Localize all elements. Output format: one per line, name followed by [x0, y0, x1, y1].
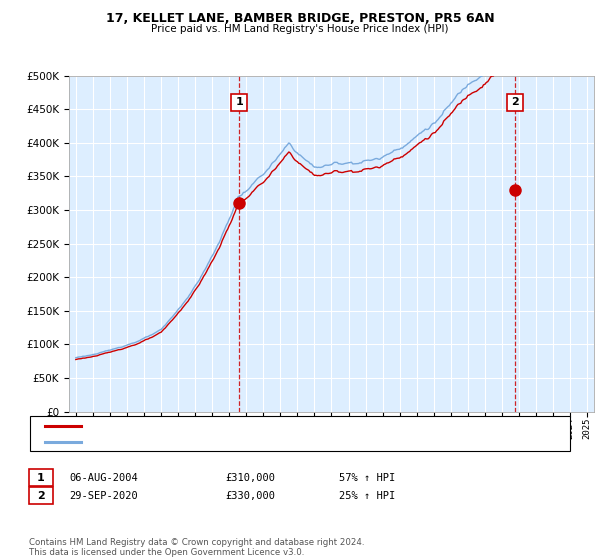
- Text: £310,000: £310,000: [225, 473, 275, 483]
- Text: Price paid vs. HM Land Registry's House Price Index (HPI): Price paid vs. HM Land Registry's House …: [151, 24, 449, 34]
- Text: 57% ↑ HPI: 57% ↑ HPI: [339, 473, 395, 483]
- Text: 1: 1: [37, 473, 44, 483]
- Text: Contains HM Land Registry data © Crown copyright and database right 2024.
This d: Contains HM Land Registry data © Crown c…: [29, 538, 364, 557]
- Text: 2: 2: [37, 491, 44, 501]
- Text: HPI: Average price, detached house, South Ribble: HPI: Average price, detached house, Sout…: [87, 437, 330, 447]
- Text: 29-SEP-2020: 29-SEP-2020: [69, 491, 138, 501]
- Text: 06-AUG-2004: 06-AUG-2004: [69, 473, 138, 483]
- Text: 2: 2: [511, 97, 518, 108]
- Text: 17, KELLET LANE, BAMBER BRIDGE, PRESTON, PR5 6AN (detached house): 17, KELLET LANE, BAMBER BRIDGE, PRESTON,…: [87, 421, 449, 431]
- Text: 25% ↑ HPI: 25% ↑ HPI: [339, 491, 395, 501]
- Text: 17, KELLET LANE, BAMBER BRIDGE, PRESTON, PR5 6AN: 17, KELLET LANE, BAMBER BRIDGE, PRESTON,…: [106, 12, 494, 25]
- Text: 1: 1: [235, 97, 243, 108]
- Text: £330,000: £330,000: [225, 491, 275, 501]
